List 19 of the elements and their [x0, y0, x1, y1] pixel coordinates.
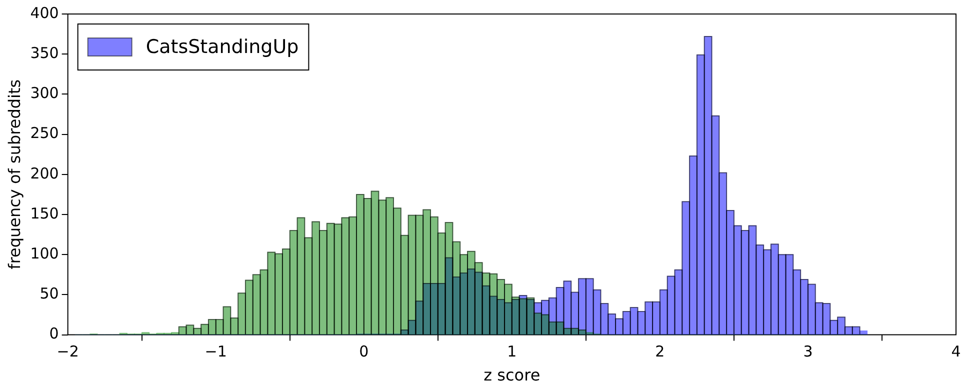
x-axis-title: z score [484, 366, 540, 385]
y-tick-label: 200 [30, 164, 59, 182]
y-tick-label: 0 [49, 324, 59, 343]
y-tick-label: 250 [30, 124, 59, 142]
y-tick-label: 300 [30, 84, 59, 102]
x-tick-label: 2 [655, 342, 665, 361]
x-tick-label: −2 [56, 342, 79, 361]
y-tick-label: 400 [30, 4, 59, 22]
y-tick-label: 100 [30, 244, 59, 262]
y-axis-title: frequency of subreddits [4, 79, 24, 270]
x-tick-label: −1 [204, 342, 227, 361]
y-tick-label: 50 [40, 284, 59, 303]
y-tick-label: 150 [30, 204, 59, 222]
x-tick-label: 3 [803, 342, 813, 361]
legend-label: CatsStandingUp [146, 36, 299, 58]
x-tick-label: 1 [507, 342, 517, 361]
x-tick-label: 4 [951, 342, 961, 361]
x-tick-label: 0 [359, 342, 369, 361]
y-tick-label: 350 [30, 44, 59, 62]
